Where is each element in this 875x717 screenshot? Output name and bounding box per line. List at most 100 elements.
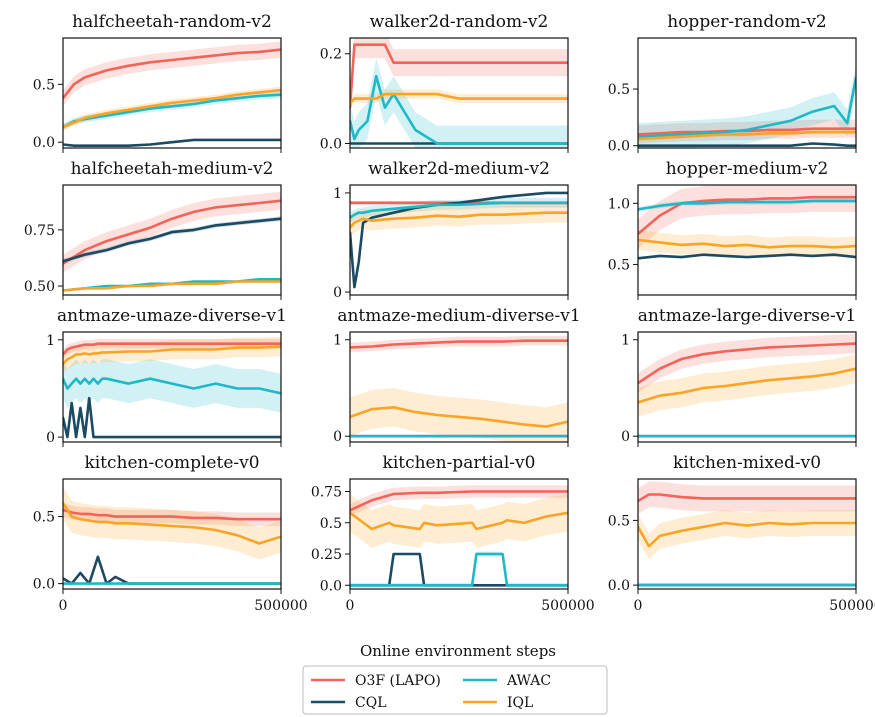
y-tick-label: 0.25: [311, 547, 342, 563]
legend-label-iql: IQL: [507, 695, 533, 711]
axes-frame: [349, 37, 569, 149]
shared-x-axis-label: Online environment steps: [360, 642, 556, 660]
line-awac: [350, 552, 568, 587]
line-iql: [638, 238, 856, 249]
line-o3f-lapo: [63, 199, 281, 265]
line-cql: [63, 217, 281, 263]
subplot-title: hopper-random-v2: [667, 12, 827, 32]
subplot-hopper-random-v2: hopper-random-v2 0.0 0.5: [608, 12, 857, 155]
y-tick-label: 1: [333, 333, 342, 349]
line-o3f-lapo: [350, 490, 568, 512]
line-cql: [638, 142, 856, 147]
line-cql: [350, 552, 568, 587]
band-awac: [63, 359, 281, 413]
line-iql: [63, 88, 281, 129]
legend-label-o3f-lapo: O3F (LAPO): [355, 673, 441, 689]
line-iql: [63, 501, 281, 545]
subplot-title: antmaze-umaze-diverse-v1: [57, 306, 287, 326]
subplot-kitchen-complete-v0: kitchen-complete-v0 0.0 0.5 0 500000: [33, 453, 308, 614]
x-tick-label: 0: [346, 598, 355, 614]
x-tick-label: 0: [634, 598, 643, 614]
band-awac: [63, 91, 281, 131]
band-o3f-lapo: [63, 503, 281, 526]
axes-frame: [637, 37, 857, 149]
line-o3f-lapo: [638, 195, 856, 236]
plot-area: [63, 191, 281, 292]
line-awac: [638, 199, 856, 211]
band-iql: [638, 354, 856, 417]
legend: O3F (LAPO) AWAC CQL IQL: [302, 665, 608, 715]
y-tick-label: 0.0: [320, 578, 342, 594]
line-awac: [350, 201, 568, 219]
line-o3f-lapo: [63, 342, 281, 356]
subplot-title: halfcheetah-random-v2: [72, 12, 272, 32]
y-tick-label: 0.0: [33, 577, 55, 593]
y-tick-label: 0.0: [608, 139, 630, 155]
subplot-title: hopper-medium-v2: [666, 159, 829, 179]
plot-area: [350, 38, 568, 148]
subplot-kitchen-partial-v0: kitchen-partial-v0 0.0 0.25 0.5 0.75 0 500000: [311, 453, 595, 614]
axes-frame: [62, 478, 282, 590]
y-tick-label: 0.5: [608, 82, 630, 98]
y-tick-label: 1: [333, 186, 342, 202]
plot-area: [638, 185, 856, 260]
line-o3f-lapo: [63, 48, 281, 100]
subplot-title: antmaze-medium-diverse-v1: [337, 306, 580, 326]
subplot-antmaze-umaze-diverse-v1: antmaze-umaze-diverse-v1 0 1: [46, 306, 287, 447]
axes-frame: [637, 478, 857, 590]
y-tick-label: 0: [46, 430, 55, 446]
line-o3f-lapo: [350, 43, 568, 109]
band-o3f-lapo: [63, 191, 281, 273]
plot-area: [638, 64, 856, 148]
band-o3f-lapo: [638, 333, 856, 393]
line-awac: [350, 74, 568, 145]
y-tick-label: 0: [333, 429, 342, 445]
x-tick-label: 500000: [541, 598, 594, 614]
y-tick-label: 0: [333, 285, 342, 301]
subplot-kitchen-mixed-v0: kitchen-mixed-v0 0.0 0.5 0 500000: [608, 453, 875, 614]
axes-frame: [349, 478, 569, 590]
plot-area: [638, 481, 856, 587]
line-cql: [63, 396, 281, 439]
y-tick-label: 1: [621, 333, 630, 349]
plot-area: [63, 336, 281, 439]
subplot-title: walker2d-random-v2: [370, 12, 549, 32]
subplot-antmaze-large-diverse-v1: antmaze-large-diverse-v1 0 1: [621, 306, 857, 447]
band-iql: [63, 487, 281, 560]
line-o3f-lapo: [638, 127, 856, 136]
y-tick-label: 0.75: [311, 485, 342, 501]
band-awac: [638, 64, 856, 148]
band-iql: [63, 336, 281, 374]
y-tick-label: 0.75: [24, 223, 55, 239]
subplot-title: walker2d-medium-v2: [368, 159, 550, 179]
axes-frame: [62, 331, 282, 443]
line-o3f-lapo: [63, 508, 281, 521]
line-iql: [638, 130, 856, 141]
legend-label-awac: AWAC: [506, 673, 551, 689]
subplot-title: antmaze-large-diverse-v1: [638, 306, 856, 326]
subplot-hopper-medium-v2: hopper-medium-v2 0.5 1.0: [608, 159, 857, 300]
subplot-walker2d-random-v2: walker2d-random-v2 0.0 0.2: [320, 12, 569, 153]
subplot-title: kitchen-mixed-v0: [673, 453, 821, 473]
line-iql: [63, 280, 281, 292]
x-tick-label: 500000: [254, 598, 307, 614]
line-awac: [638, 76, 856, 138]
line-o3f-lapo: [350, 339, 568, 349]
plot-area: [350, 191, 568, 289]
plot-area: [638, 333, 856, 438]
band-o3f-lapo: [350, 38, 568, 122]
subplot-title: halfcheetah-medium-v2: [71, 159, 274, 179]
line-cql: [638, 253, 856, 260]
y-tick-label: 0.50: [24, 279, 55, 295]
y-tick-label: 0.5: [33, 510, 55, 526]
subplot-antmaze-medium-diverse-v1: antmaze-medium-diverse-v1 0 1: [333, 306, 581, 447]
line-iql: [638, 367, 856, 404]
line-iql: [350, 211, 568, 229]
line-iql: [63, 345, 281, 366]
subplot-title: kitchen-complete-v0: [84, 453, 259, 473]
x-tick-label: 500000: [829, 598, 875, 614]
y-tick-label: 0.5: [33, 77, 55, 93]
plot-area: [350, 485, 568, 588]
